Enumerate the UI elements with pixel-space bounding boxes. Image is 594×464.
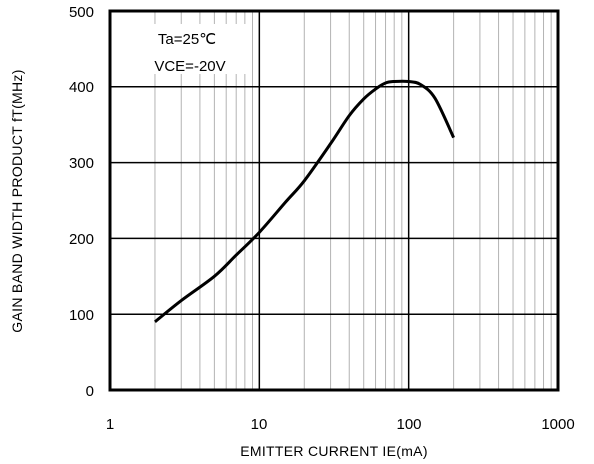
y-tick-label: 0 (86, 383, 94, 400)
y-tick-label: 500 (69, 4, 94, 21)
minor-gridlines (154, 11, 552, 390)
y-tick-label: 200 (69, 231, 94, 248)
plot-frame (108, 9, 560, 392)
series-layer (154, 79, 455, 323)
annotation-box (132, 24, 248, 74)
x-tick-label: 10 (251, 416, 268, 433)
annotation-voltage: VCE=-20V (154, 58, 225, 75)
x-tick-label: 1 (106, 416, 114, 433)
y-tick-label: 300 (69, 155, 94, 172)
x-tick-label: 1000 (541, 416, 574, 433)
x-tick-label: 100 (396, 416, 421, 433)
y-axis-title: GAIN BAND WIDTH PRODUCT fT(MHz) (9, 69, 25, 332)
y-tick-label: 100 (69, 307, 94, 324)
x-axis-title: EMITTER CURRENT IE(mA) (240, 443, 428, 459)
annotation-temperature: Ta=25℃ (158, 31, 216, 48)
y-tick-label: 400 (69, 79, 94, 96)
series-line (154, 79, 455, 323)
major-gridlines (110, 11, 558, 390)
